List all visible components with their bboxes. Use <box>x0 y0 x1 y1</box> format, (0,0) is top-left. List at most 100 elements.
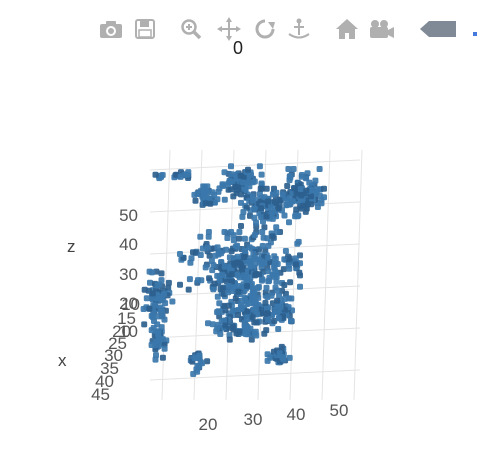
x-tick-label: 15 <box>117 309 136 328</box>
pan-icon[interactable] <box>216 16 242 42</box>
x-tick-label: 35 <box>100 359 119 378</box>
x-tick-label: 40 <box>95 372 114 391</box>
scatter-point <box>236 235 243 242</box>
save-icon[interactable] <box>132 16 158 42</box>
x-tick-label: 30 <box>104 346 123 365</box>
scatter-point <box>263 213 270 220</box>
scatter-point <box>298 173 305 180</box>
scatter-point <box>273 278 280 285</box>
scatter-point <box>239 179 246 186</box>
scatter-point <box>251 205 258 212</box>
scatter-point <box>257 259 263 266</box>
orbit-rotate-icon[interactable] <box>252 16 278 42</box>
grid-line <box>353 149 363 401</box>
scatter-point <box>197 252 204 258</box>
scatter-point <box>277 304 284 310</box>
scatter-point <box>238 191 244 198</box>
scatter-point <box>146 305 153 312</box>
scatter-point <box>260 218 266 225</box>
scatter-point <box>154 282 161 288</box>
z-tick-label: 50 <box>119 206 138 225</box>
scatter-point <box>254 285 261 291</box>
scatter-point <box>248 336 255 343</box>
scatter-point <box>224 181 231 188</box>
scatter-point <box>214 196 221 203</box>
scatter-point <box>256 163 263 170</box>
scatter-point <box>216 300 223 307</box>
plotly-logo-icon[interactable] <box>468 16 484 42</box>
scatter-point <box>234 253 241 260</box>
scatter-point <box>152 302 159 309</box>
scatter-point <box>206 252 213 259</box>
hover-compare-icon[interactable] <box>418 16 458 42</box>
scatter-point <box>275 326 282 332</box>
scatter-point <box>230 193 237 200</box>
scatter-point <box>271 318 278 324</box>
scatter-point <box>272 259 278 266</box>
scatter-point <box>209 321 216 328</box>
scatter-point <box>202 200 209 207</box>
scatter-point <box>159 308 165 315</box>
turntable-icon[interactable] <box>286 16 312 42</box>
scatter-point <box>249 290 256 297</box>
scatter-point <box>215 308 222 315</box>
scatter-point <box>154 321 161 328</box>
camera-icon[interactable] <box>98 16 124 42</box>
scatter-point <box>239 266 245 273</box>
scatter-point <box>235 283 242 289</box>
scatter-point <box>264 310 271 317</box>
scatter-point <box>244 283 250 289</box>
scatter-point <box>292 255 299 262</box>
scatter-point <box>290 166 297 172</box>
scatter-point <box>159 354 166 361</box>
scatter-point <box>230 237 237 244</box>
y-tick-label: 20 <box>199 415 218 434</box>
z-tick-label: 30 <box>119 265 138 284</box>
scatter-point <box>206 275 213 282</box>
scatter-point <box>296 269 303 276</box>
scatter-point <box>165 279 172 286</box>
scatter-point <box>271 253 278 260</box>
scatter-point <box>256 191 263 197</box>
scatter-point <box>226 254 233 261</box>
scatter-point <box>284 183 291 189</box>
scatter-point <box>251 298 258 305</box>
scatter-point <box>297 283 303 290</box>
scatter-point <box>177 281 183 288</box>
y-tick-label: 40 <box>287 405 306 424</box>
scatter-point <box>214 244 221 251</box>
scatter-point <box>159 172 166 178</box>
scatter-point <box>259 229 266 235</box>
zoom-icon[interactable] <box>178 16 204 42</box>
scatter-point <box>243 277 250 284</box>
scatter-point <box>294 240 301 247</box>
scatter-point <box>204 358 211 365</box>
scatter-point <box>205 233 212 240</box>
scatter-point <box>228 163 234 170</box>
scatter-point <box>229 278 236 285</box>
scatter-point <box>228 229 235 235</box>
scatter-point <box>272 306 279 313</box>
scatter-point <box>210 262 217 269</box>
scatter-point <box>215 321 222 328</box>
scatter-point <box>202 264 209 271</box>
scatter-point <box>181 171 188 178</box>
scatter-point <box>281 282 288 288</box>
scatter-point <box>242 319 248 326</box>
scatter-point <box>281 212 288 219</box>
scatter-point <box>273 229 280 235</box>
scatter-point <box>194 368 201 375</box>
scatter-point <box>258 277 265 284</box>
scatter-point <box>245 166 251 173</box>
scatter-point <box>149 290 156 297</box>
camera-view-icon[interactable] <box>368 16 394 42</box>
scatter-point <box>316 166 323 172</box>
home-icon[interactable] <box>334 16 360 42</box>
scatter-point <box>288 317 295 324</box>
scatter-point <box>249 314 256 321</box>
scatter-point <box>271 273 278 280</box>
scatter-point <box>224 235 231 241</box>
scatter-point <box>233 330 240 337</box>
